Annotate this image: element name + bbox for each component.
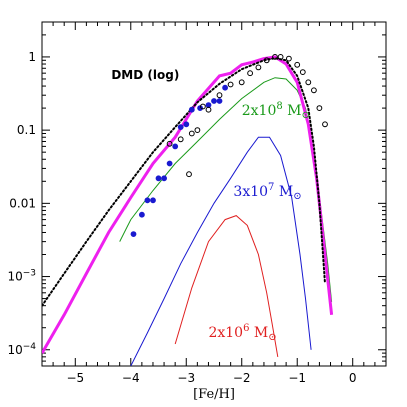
series-label-1: 3x107 M⊙: [233, 182, 301, 202]
series-line-2: [174, 215, 279, 357]
filled-data-point: [205, 102, 212, 108]
open-data-point: [263, 57, 270, 64]
y-tick-label: 1: [28, 50, 36, 64]
x-axis-title: [Fe/H]: [193, 387, 235, 402]
filled-data-point: [188, 106, 195, 113]
filled-data-point: [177, 124, 184, 130]
y-tick-label: 0.1: [17, 123, 36, 137]
open-data-point: [294, 61, 301, 68]
open-data-point: [255, 64, 262, 71]
open-data-point: [316, 105, 323, 111]
open-data-point: [305, 79, 312, 86]
open-data-point: [177, 136, 184, 143]
filled-data-point: [144, 197, 151, 204]
filled-data-point: [211, 98, 217, 104]
filled-data-point: [150, 197, 156, 204]
axis-ticks: [41, 21, 387, 367]
open-data-point: [277, 54, 284, 60]
filled-data-point: [161, 175, 168, 182]
open-data-point: [238, 79, 245, 86]
open-data-point: [205, 106, 212, 113]
open-data-point: [216, 92, 223, 99]
filled-data-point: [216, 98, 223, 104]
open-data-point: [247, 70, 254, 77]
y-tick-label: 10−3: [7, 269, 36, 284]
x-tick-label: −3: [177, 371, 195, 385]
open-data-point: [272, 54, 278, 60]
open-data-point: [322, 121, 328, 128]
x-tick-label: −1: [288, 371, 306, 385]
series-line-3: [42, 55, 334, 354]
filled-data-point: [155, 175, 162, 182]
open-data-point: [200, 103, 206, 110]
series-label-2: 2x106 M⊙: [208, 323, 276, 343]
filled-data-point: [130, 231, 137, 238]
y-tick-label: 10−4: [7, 342, 36, 357]
x-tick-labels: −5 −4 −3 −2 −1 0: [66, 371, 356, 385]
open-data-point: [194, 127, 201, 134]
x-tick-label: −5: [66, 371, 84, 385]
annotations: DMD (log): [111, 68, 179, 82]
x-tick-label: −4: [122, 371, 140, 385]
series-label-0: 2x108 M⊙: [242, 101, 310, 121]
filled-data-point: [172, 143, 179, 150]
open-data-point: [299, 69, 306, 75]
filled-data-point: [197, 105, 204, 111]
x-tick-label: −2: [233, 371, 251, 385]
open-data-point: [286, 55, 292, 62]
series-layer: [42, 55, 334, 366]
filled-data-point: [139, 211, 145, 218]
x-tick-label: 0: [349, 371, 357, 385]
annotation-text: DMD (log): [111, 68, 179, 82]
open-data-point: [186, 171, 192, 178]
y-tick-labels: 1 0.1 0.01 10−3 10−4: [7, 50, 36, 357]
series-labels: 2x108 M⊙ 3x107 M⊙ 2x106 M⊙: [208, 101, 309, 343]
open-data-point: [166, 140, 173, 147]
filled-data-point: [183, 121, 190, 128]
plot-frame: [41, 21, 387, 367]
filled-data-point: [222, 84, 229, 91]
y-tick-label: 0.01: [9, 196, 36, 210]
open-data-point: [311, 87, 317, 94]
points-layer: [130, 54, 328, 238]
series-line-4: [42, 57, 326, 307]
series-line-1: [130, 136, 312, 366]
filled-data-point: [166, 160, 173, 167]
open-data-point: [227, 81, 234, 88]
open-data-point: [188, 130, 195, 137]
